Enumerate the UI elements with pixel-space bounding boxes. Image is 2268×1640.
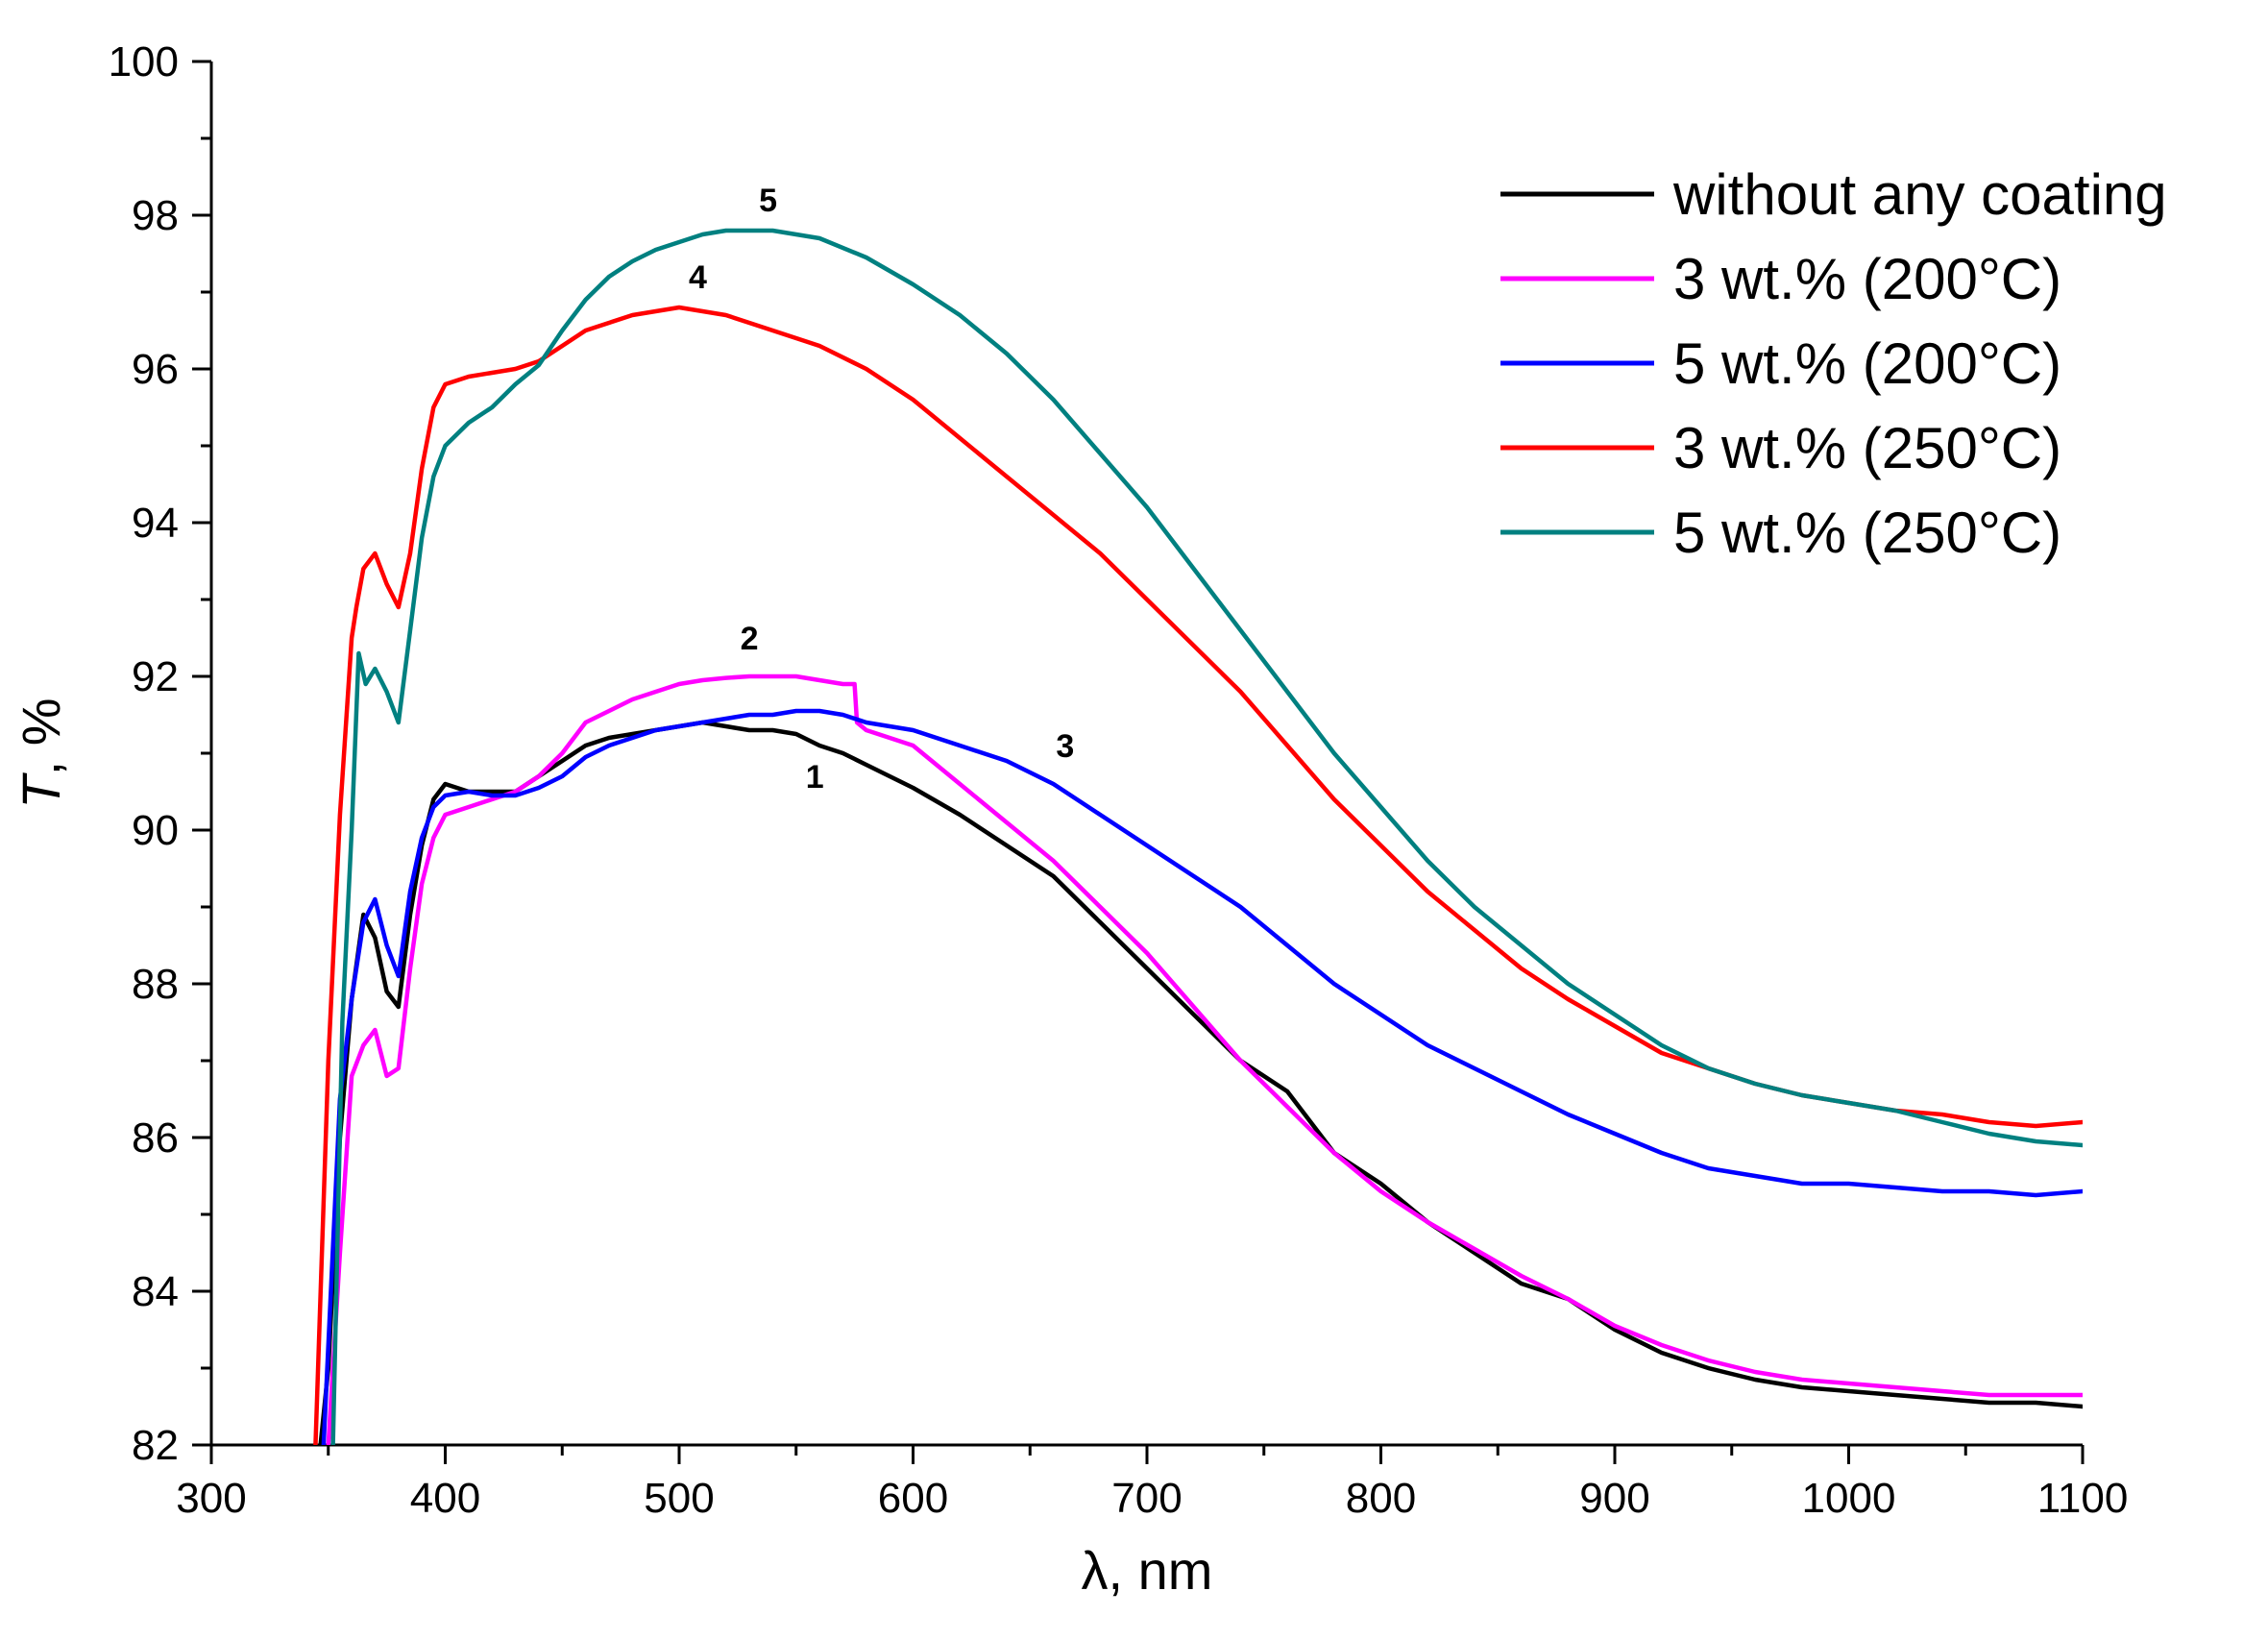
x-tick-label: 500: [644, 1475, 714, 1522]
y-tick-label: 82: [132, 1422, 179, 1469]
x-tick-label: 1000: [1802, 1475, 1896, 1522]
curve-label-3: 3: [1056, 728, 1074, 765]
y-tick-label: 98: [132, 192, 179, 239]
y-tick-label: 90: [132, 807, 179, 854]
series-layer: [313, 228, 2083, 1445]
legend-label-3: 5 wt.% (200°C): [1673, 331, 2061, 396]
curve-label-2: 2: [741, 621, 759, 657]
series-line-2: [326, 673, 2083, 1445]
x-axis-title: λ, nm: [1082, 1540, 1213, 1601]
legend-label-4: 3 wt.% (250°C): [1673, 416, 2061, 480]
x-tick-label: 1100: [2037, 1475, 2129, 1522]
y-tick-label: 84: [132, 1268, 179, 1315]
y-tick-label: 96: [132, 346, 179, 393]
x-tick-label: 700: [1111, 1475, 1182, 1522]
series-line-3: [321, 708, 2083, 1445]
x-tick-label: 600: [878, 1475, 948, 1522]
y-tick-label: 88: [132, 961, 179, 1008]
y-axis-title-italic: T: [11, 772, 71, 809]
legend-label-5: 5 wt.% (250°C): [1673, 501, 2061, 565]
y-tick-label: 86: [132, 1114, 179, 1162]
legend-label-1: without any coating: [1672, 162, 2167, 227]
curve-label-1: 1: [806, 759, 824, 796]
curve-label-5: 5: [759, 183, 777, 219]
series-line-4: [313, 305, 2083, 1445]
y-tick-label: 92: [132, 653, 179, 700]
curve-labels: 1 2 3 4 5: [689, 183, 1074, 796]
series-line-5: [330, 228, 2083, 1445]
y-axis-title-rest: , %: [11, 698, 71, 775]
y-tick-label: 94: [132, 500, 179, 547]
legend-label-2: 3 wt.% (200°C): [1673, 247, 2061, 311]
x-tick-label: 900: [1579, 1475, 1649, 1522]
x-tick-label: 800: [1346, 1475, 1416, 1522]
x-tick-label: 400: [410, 1475, 480, 1522]
y-axis-title: T, %: [11, 698, 71, 808]
axes: 300 400 500 600 700 800 900 1000 110082848688909…: [109, 38, 2129, 1522]
x-tick-label: 300: [176, 1475, 246, 1522]
curve-label-4: 4: [689, 259, 707, 296]
legend: without any coating 3 wt.% (200°C) 5 wt.% …: [1500, 162, 2167, 565]
y-tick-label: 100: [109, 38, 179, 86]
series-line-1: [318, 720, 2083, 1445]
